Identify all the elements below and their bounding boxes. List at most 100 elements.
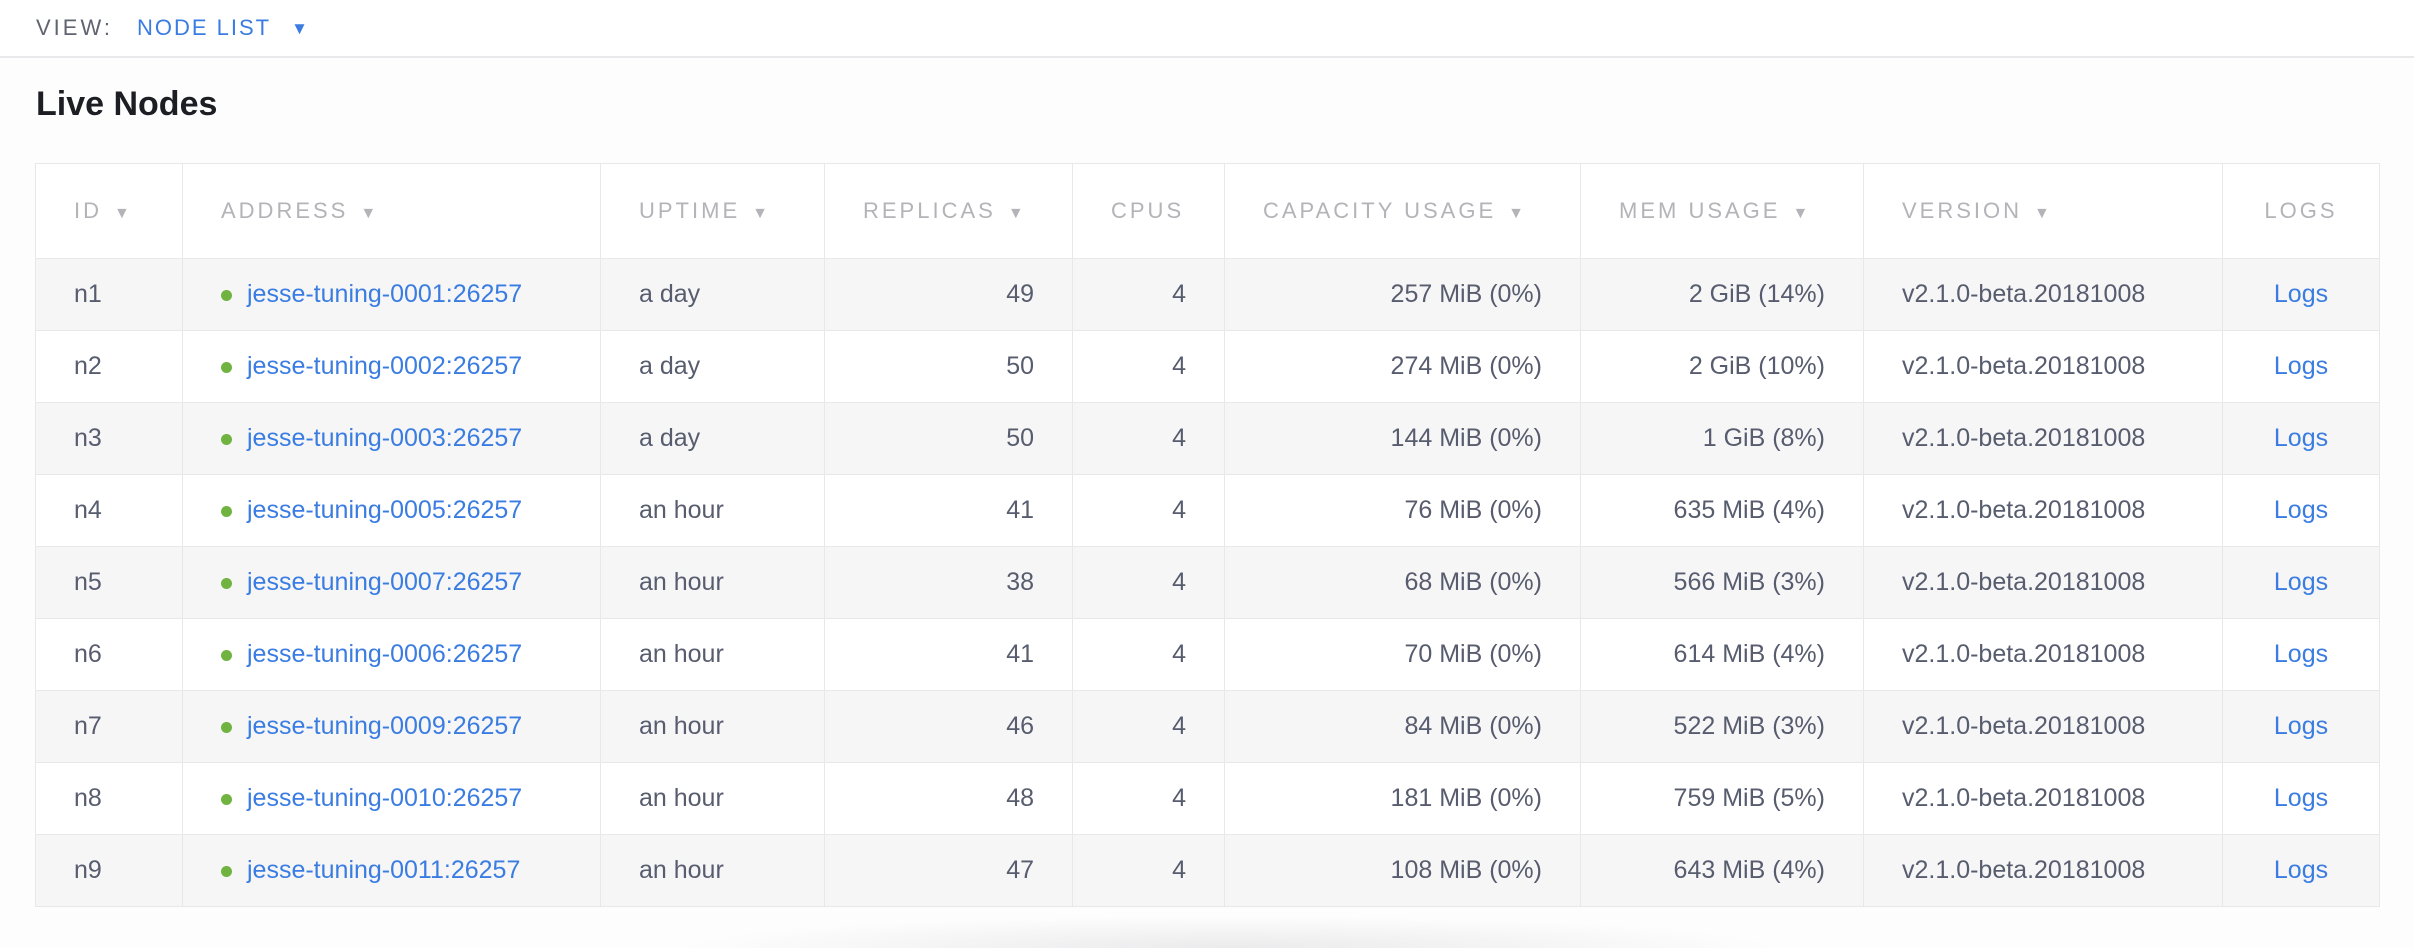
node-uptime-cell: an hour	[600, 690, 825, 763]
node-replicas: 50	[1006, 424, 1034, 452]
column-header-address[interactable]: ADDRESS ▼	[182, 163, 601, 259]
node-logs-cell: Logs	[2222, 546, 2380, 619]
node-cpus-cell: 4	[1072, 402, 1225, 475]
node-id-cell: n7	[35, 690, 183, 763]
node-id-cell: n5	[35, 546, 183, 619]
column-header-id[interactable]: ID ▼	[35, 163, 183, 259]
node-capacity-usage: 70 MiB (0%)	[1404, 640, 1542, 668]
node-address-link[interactable]: jesse-tuning-0003:26257	[247, 424, 523, 452]
node-version: v2.1.0-beta.20181008	[1902, 352, 2146, 380]
table-row: n4 jesse-tuning-0005:26257 an hour 41 4 …	[35, 474, 2380, 547]
node-id-cell: n1	[35, 258, 183, 331]
node-version-cell: v2.1.0-beta.20181008	[1863, 258, 2223, 331]
node-id: n1	[74, 280, 102, 308]
sort-desc-icon: ▼	[1007, 205, 1027, 222]
node-version: v2.1.0-beta.20181008	[1902, 640, 2146, 668]
node-capacity-usage-cell: 70 MiB (0%)	[1224, 618, 1581, 691]
node-id: n3	[74, 424, 102, 452]
node-logs-link[interactable]: Logs	[2273, 640, 2329, 668]
node-status-icon	[221, 290, 232, 301]
node-mem-usage: 566 MiB (3%)	[1673, 568, 1825, 596]
sort-desc-icon: ▼	[752, 205, 771, 222]
node-address-cell: jesse-tuning-0006:26257	[182, 618, 601, 691]
node-version: v2.1.0-beta.20181008	[1902, 568, 2146, 596]
node-logs-cell: Logs	[2222, 474, 2380, 547]
node-address-link[interactable]: jesse-tuning-0001:26257	[247, 280, 523, 308]
sort-desc-icon: ▼	[114, 205, 133, 222]
node-address-link[interactable]: jesse-tuning-0006:26257	[247, 640, 523, 668]
page-title: Live Nodes	[36, 85, 218, 123]
node-uptime-cell: an hour	[600, 834, 825, 907]
node-replicas-cell: 49	[824, 258, 1073, 331]
node-address-cell: jesse-tuning-0009:26257	[182, 690, 601, 763]
column-header-capacity_usage[interactable]: CAPACITY USAGE ▼	[1224, 163, 1581, 259]
table-row: n5 jesse-tuning-0007:26257 an hour 38 4 …	[35, 546, 2380, 619]
node-capacity-usage-cell: 181 MiB (0%)	[1224, 762, 1581, 835]
node-id: n5	[74, 568, 102, 596]
node-version-cell: v2.1.0-beta.20181008	[1863, 330, 2223, 403]
node-logs-link[interactable]: Logs	[2273, 352, 2329, 380]
node-mem-usage: 1 GiB (8%)	[1702, 424, 1825, 452]
node-uptime: a day	[639, 352, 701, 380]
node-address-link[interactable]: jesse-tuning-0009:26257	[247, 712, 523, 740]
node-replicas: 46	[1006, 712, 1034, 740]
node-address-link[interactable]: jesse-tuning-0010:26257	[247, 784, 523, 812]
sort-desc-icon: ▼	[1508, 205, 1527, 222]
node-logs-link[interactable]: Logs	[2273, 424, 2329, 452]
node-logs-link[interactable]: Logs	[2273, 496, 2329, 524]
node-logs-link[interactable]: Logs	[2273, 712, 2329, 740]
node-cpus-cell: 4	[1072, 474, 1225, 547]
node-capacity-usage-cell: 144 MiB (0%)	[1224, 402, 1581, 475]
view-bar: VIEW: NODE LIST ▼	[0, 0, 2414, 58]
node-capacity-usage: 274 MiB (0%)	[1390, 352, 1542, 380]
column-header-uptime[interactable]: UPTIME ▼	[600, 163, 825, 259]
node-capacity-usage-cell: 76 MiB (0%)	[1224, 474, 1581, 547]
node-id-cell: n8	[35, 762, 183, 835]
column-header-replicas[interactable]: REPLICAS ▼	[824, 163, 1073, 259]
node-capacity-usage: 257 MiB (0%)	[1390, 280, 1542, 308]
node-logs-link[interactable]: Logs	[2273, 856, 2329, 884]
node-capacity-usage: 68 MiB (0%)	[1404, 568, 1542, 596]
node-address-link[interactable]: jesse-tuning-0002:26257	[247, 352, 523, 380]
node-mem-usage-cell: 643 MiB (4%)	[1580, 834, 1864, 907]
node-uptime: an hour	[639, 856, 724, 884]
node-cpus: 4	[1172, 784, 1186, 812]
node-logs-link[interactable]: Logs	[2273, 784, 2329, 812]
node-uptime-cell: an hour	[600, 762, 825, 835]
node-uptime-cell: a day	[600, 330, 825, 403]
node-logs-link[interactable]: Logs	[2273, 280, 2329, 308]
node-version-cell: v2.1.0-beta.20181008	[1863, 834, 2223, 907]
node-capacity-usage: 84 MiB (0%)	[1404, 712, 1542, 740]
node-address-link[interactable]: jesse-tuning-0007:26257	[247, 568, 523, 596]
column-header-version[interactable]: VERSION ▼	[1863, 163, 2223, 259]
table-row: n8 jesse-tuning-0010:26257 an hour 48 4 …	[35, 762, 2380, 835]
node-version: v2.1.0-beta.20181008	[1902, 496, 2146, 524]
node-cpus-cell: 4	[1072, 834, 1225, 907]
node-replicas: 41	[1006, 640, 1034, 668]
node-replicas: 49	[1006, 280, 1034, 308]
column-header-mem_usage[interactable]: MEM USAGE ▼	[1580, 163, 1864, 259]
node-mem-usage: 2 GiB (10%)	[1688, 352, 1825, 380]
node-id: n6	[74, 640, 102, 668]
node-uptime-cell: a day	[600, 258, 825, 331]
node-id: n7	[74, 712, 102, 740]
node-mem-usage: 643 MiB (4%)	[1673, 856, 1825, 884]
node-uptime: an hour	[639, 712, 724, 740]
node-id: n8	[74, 784, 102, 812]
node-status-icon	[221, 506, 232, 517]
node-address-link[interactable]: jesse-tuning-0005:26257	[247, 496, 523, 524]
node-id: n9	[74, 856, 102, 884]
node-mem-usage: 635 MiB (4%)	[1673, 496, 1825, 524]
node-capacity-usage: 181 MiB (0%)	[1390, 784, 1542, 812]
node-mem-usage: 614 MiB (4%)	[1673, 640, 1825, 668]
node-uptime-cell: an hour	[600, 546, 825, 619]
view-dropdown[interactable]: NODE LIST ▼	[137, 15, 308, 41]
node-logs-link[interactable]: Logs	[2273, 568, 2329, 596]
sort-desc-icon: ▼	[360, 205, 380, 222]
node-cpus-cell: 4	[1072, 258, 1225, 331]
node-capacity-usage: 76 MiB (0%)	[1404, 496, 1542, 524]
node-version-cell: v2.1.0-beta.20181008	[1863, 474, 2223, 547]
column-header-logs: LOGS	[2222, 163, 2380, 259]
node-uptime: an hour	[639, 640, 724, 668]
node-address-link[interactable]: jesse-tuning-0011:26257	[247, 856, 521, 884]
